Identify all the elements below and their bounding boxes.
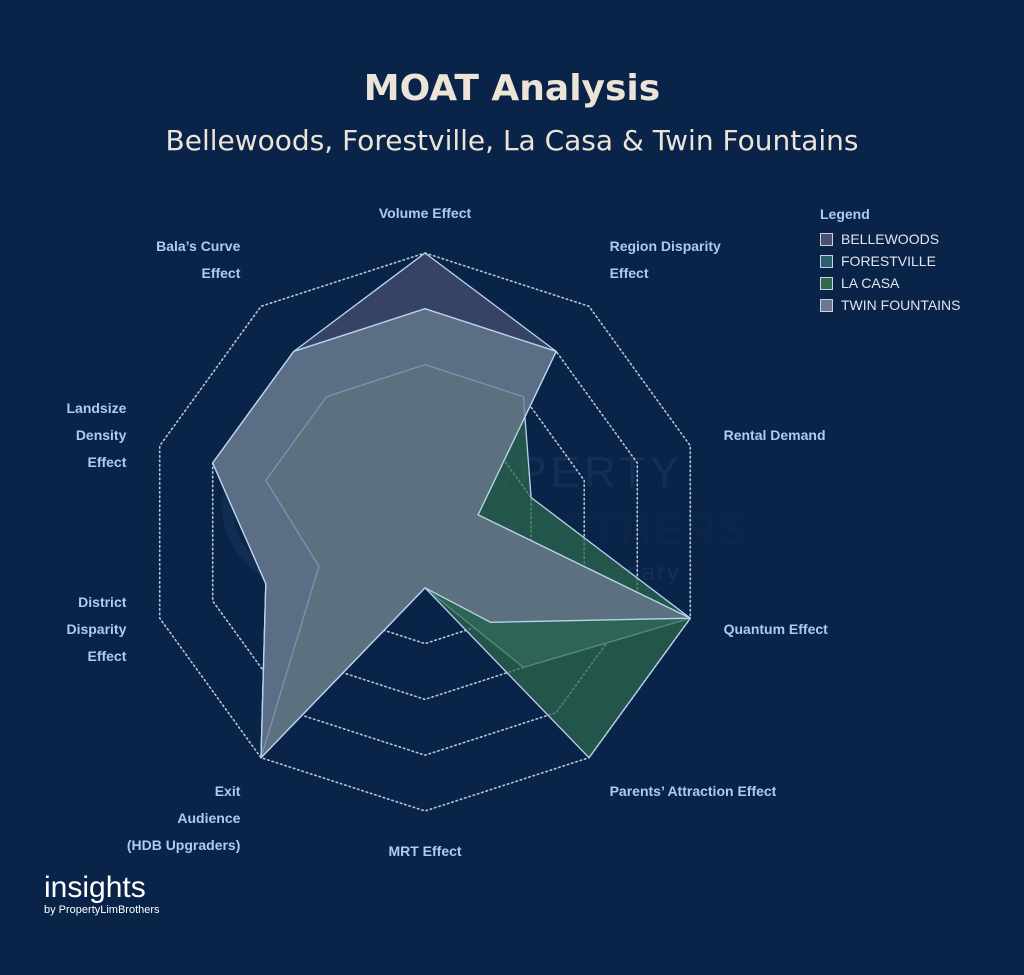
brand-line1: insights bbox=[44, 871, 146, 904]
axis-labels: Volume Effect Region Disparity Effect Renta… bbox=[66, 205, 828, 859]
axis-label-line: Bala’s Curve bbox=[156, 238, 241, 254]
axis-label-line: Parents’ Attraction Effect bbox=[610, 783, 777, 799]
brand-logo: insights by PropertyLimBrothers bbox=[44, 871, 160, 917]
axis-label-line: Effect bbox=[201, 265, 240, 281]
axis-label-line: District bbox=[78, 594, 127, 610]
axis-label-line: Effect bbox=[87, 454, 126, 470]
legend-label: FORESTVILLE bbox=[841, 253, 936, 269]
axis-label-bala-s-curve-effect: Bala’s Curve Effect bbox=[156, 238, 241, 281]
axis-label-line: Landsize bbox=[66, 400, 126, 416]
axis-label-mrt-effect: MRT Effect bbox=[388, 843, 461, 859]
axis-label-line: Rental Demand bbox=[724, 427, 826, 443]
grid-ring-3 bbox=[264, 363, 586, 701]
legend-item-la-casa: LA CASA bbox=[820, 272, 961, 294]
legend-swatch bbox=[820, 298, 833, 312]
legend-item-bellewoods: BELLEWOODS bbox=[820, 228, 961, 250]
axis-label-line: Disparity bbox=[66, 621, 126, 637]
legend-label: LA CASA bbox=[841, 275, 900, 291]
axis-label-rental-demand: Rental Demand bbox=[724, 427, 826, 443]
radar-series bbox=[212, 252, 691, 759]
chart-subtitle: Bellewoods, Forestville, La Casa & Twin … bbox=[165, 124, 859, 157]
legend-label: TWIN FOUNTAINS bbox=[841, 297, 961, 313]
axis-label-line: (HDB Upgraders) bbox=[127, 837, 241, 853]
axis-label-district-disparity-effect: District Disparity Effect bbox=[66, 594, 126, 664]
axis-label-landsize-density-effect: Landsize Density Effect bbox=[66, 400, 126, 470]
axis-label-line: Region Disparity bbox=[610, 238, 721, 254]
legend-item-twin-fountains: TWIN FOUNTAINS bbox=[820, 294, 961, 316]
axis-label-volume-effect: Volume Effect bbox=[379, 205, 472, 221]
legend-item-forestville: FORESTVILLE bbox=[820, 250, 961, 272]
axis-label-line: Quantum Effect bbox=[724, 621, 829, 637]
legend-swatch bbox=[820, 276, 833, 290]
axis-label-line: Density bbox=[76, 427, 127, 443]
chart-title: MOAT Analysis bbox=[363, 68, 661, 109]
grid-ring-5 bbox=[158, 252, 692, 812]
axis-label-quantum-effect: Quantum Effect bbox=[724, 621, 829, 637]
axis-label-line: Volume Effect bbox=[379, 205, 472, 221]
axis-label-line: Exit bbox=[215, 783, 241, 799]
brand-line2: by PropertyLimBrothers bbox=[44, 904, 160, 916]
axis-label-line: MRT Effect bbox=[388, 843, 461, 859]
legend-swatch bbox=[820, 254, 833, 268]
legend-swatch bbox=[820, 232, 833, 246]
axis-label-exit-audience-hdb-upgraders: Exit Audience (HDB Upgraders) bbox=[127, 783, 241, 853]
legend: Legend BELLEWOODS FORESTVILLE LA CASA TW… bbox=[820, 206, 961, 316]
axis-label-line: Effect bbox=[610, 265, 649, 281]
legend-title: Legend bbox=[820, 206, 870, 222]
axis-label-parents-attraction-effect: Parents’ Attraction Effect bbox=[610, 783, 777, 799]
axis-label-region-disparity-effect: Region Disparity Effect bbox=[610, 238, 721, 281]
series-twin-fountains bbox=[212, 308, 691, 759]
legend-label: BELLEWOODS bbox=[841, 231, 940, 247]
axis-label-line: Audience bbox=[177, 810, 240, 826]
axis-label-line: Effect bbox=[87, 648, 126, 664]
